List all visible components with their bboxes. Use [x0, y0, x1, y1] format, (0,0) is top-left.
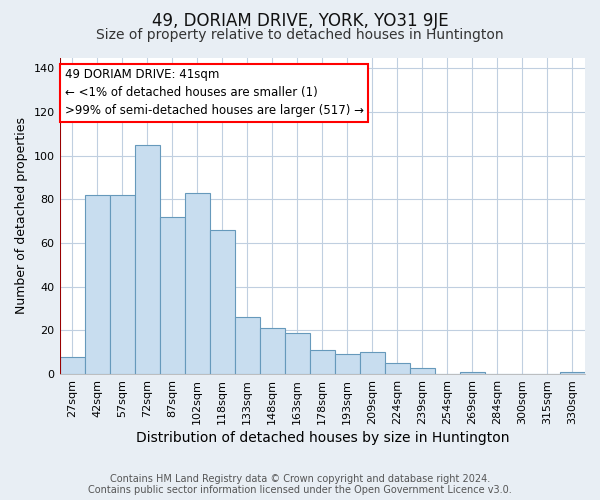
X-axis label: Distribution of detached houses by size in Huntington: Distribution of detached houses by size … [136, 431, 509, 445]
Bar [260, 328, 285, 374]
Bar [160, 217, 185, 374]
Bar [185, 193, 209, 374]
Bar [460, 372, 485, 374]
Bar [59, 356, 85, 374]
Text: Size of property relative to detached houses in Huntington: Size of property relative to detached ho… [96, 28, 504, 42]
Text: Contains public sector information licensed under the Open Government Licence v3: Contains public sector information licen… [88, 485, 512, 495]
Bar [410, 368, 435, 374]
Bar [560, 372, 585, 374]
Bar [310, 350, 335, 374]
Bar [235, 318, 260, 374]
Bar [85, 195, 110, 374]
Bar [209, 230, 235, 374]
Bar [385, 363, 410, 374]
Text: 49 DORIAM DRIVE: 41sqm
← <1% of detached houses are smaller (1)
>99% of semi-det: 49 DORIAM DRIVE: 41sqm ← <1% of detached… [65, 68, 364, 117]
Text: Contains HM Land Registry data © Crown copyright and database right 2024.: Contains HM Land Registry data © Crown c… [110, 474, 490, 484]
Bar [360, 352, 385, 374]
Bar [134, 145, 160, 374]
Bar [110, 195, 134, 374]
Bar [335, 354, 360, 374]
Text: 49, DORIAM DRIVE, YORK, YO31 9JE: 49, DORIAM DRIVE, YORK, YO31 9JE [152, 12, 448, 30]
Y-axis label: Number of detached properties: Number of detached properties [15, 118, 28, 314]
Bar [285, 332, 310, 374]
